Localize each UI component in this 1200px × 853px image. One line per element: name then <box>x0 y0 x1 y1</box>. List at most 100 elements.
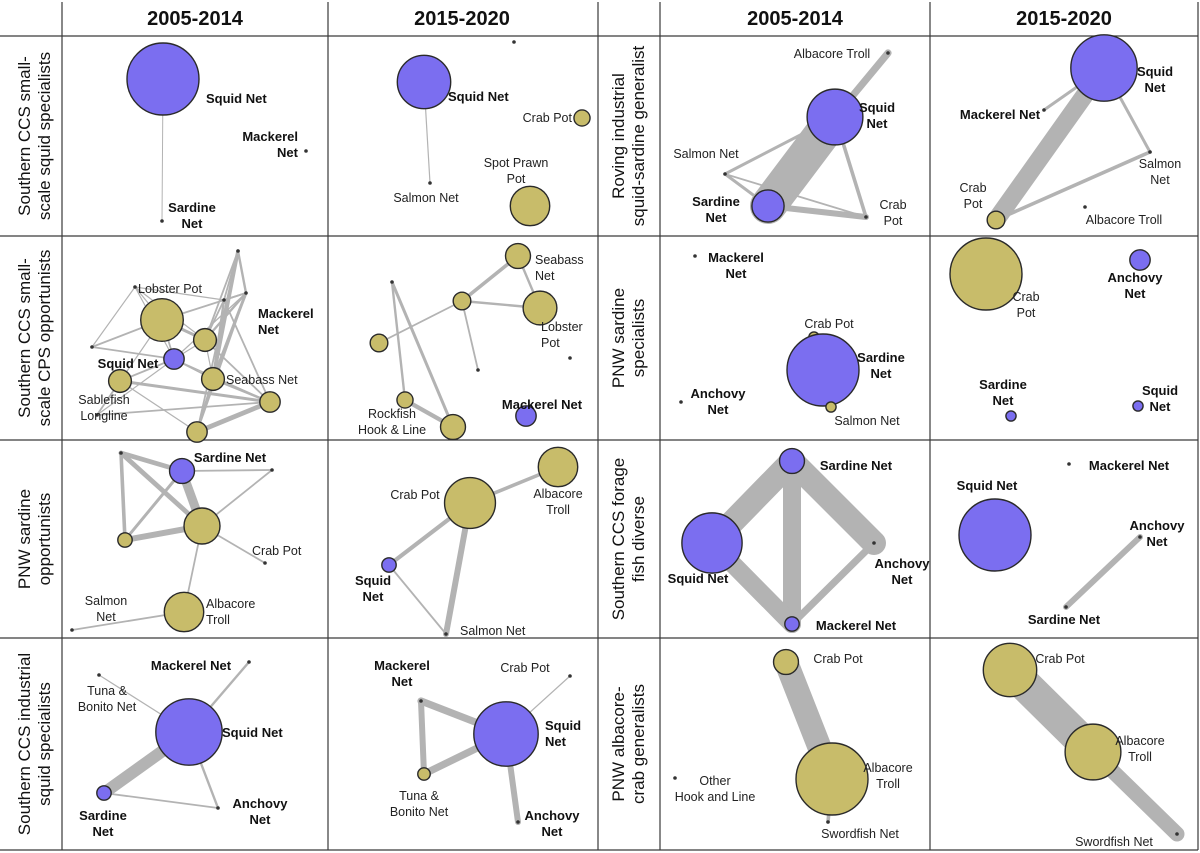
node-label: Longline <box>80 409 127 423</box>
network-node <box>140 298 184 342</box>
network-node-dot <box>70 628 74 632</box>
node-label: Squid <box>859 100 895 115</box>
node-label: Squid Net <box>222 725 283 740</box>
network-edge <box>134 286 225 301</box>
node-label: Crab Pot <box>523 111 573 125</box>
network-edge <box>390 280 407 402</box>
network-node <box>186 421 208 443</box>
network-node <box>986 210 1006 230</box>
network-edge <box>96 358 175 416</box>
node-label: Net <box>726 266 748 281</box>
node-label: Anchovy <box>691 386 747 401</box>
node-label: Seabass <box>535 253 584 267</box>
network-edge <box>1063 534 1143 610</box>
network-node-dot <box>97 673 101 677</box>
network-node-dot <box>304 149 308 153</box>
network-node <box>155 698 223 766</box>
node-label: Albacore <box>1115 734 1164 748</box>
node-label: Anchovy <box>1108 270 1164 285</box>
network-edge <box>461 300 479 371</box>
node-label: Mackerel Net <box>151 658 232 673</box>
network-node-dot <box>90 345 94 349</box>
node-label: Crab Pot <box>500 661 550 675</box>
network-node-dot <box>1138 535 1142 539</box>
network-edge <box>118 379 272 404</box>
node-label: Mackerel Net <box>502 397 583 412</box>
node-label: Squid Net <box>957 478 1018 493</box>
node-label: Albacore <box>206 597 255 611</box>
network-node-dot <box>247 660 251 664</box>
node-label: Troll <box>206 613 230 627</box>
node-label: Pot <box>507 172 526 186</box>
network-node <box>381 557 397 573</box>
network-node-dot <box>244 291 248 295</box>
node-label: Mackerel Net <box>1089 458 1170 473</box>
node-label: Bonito Net <box>78 700 137 714</box>
node-label: Sardine <box>79 808 127 823</box>
row-label: PNW albacore- <box>609 686 628 801</box>
node-label: Mackerel Net <box>960 107 1041 122</box>
row-label: Southern CCS small- <box>15 56 34 216</box>
network-node-dot <box>1042 108 1046 112</box>
node-label: Swordfish Net <box>1075 835 1153 849</box>
network-node <box>107 368 133 394</box>
node-label: Troll <box>546 503 570 517</box>
row-label: opportunists <box>35 493 54 586</box>
network-node <box>825 401 837 413</box>
node-label: Net <box>706 210 728 225</box>
network-node <box>778 447 806 475</box>
column-headers: 2005-2014 2015-2020 2005-2014 2015-2020 <box>147 8 1112 30</box>
row-label: fish diverse <box>629 496 648 582</box>
node-label: Tuna & <box>87 684 128 698</box>
network-node <box>192 327 218 353</box>
node-label: Swordfish Net <box>821 827 899 841</box>
network-node <box>417 767 431 781</box>
network-node-dot <box>428 181 432 185</box>
network-node <box>163 591 205 633</box>
network-node <box>772 648 800 676</box>
network-node-dot <box>673 776 677 780</box>
network-edge <box>724 173 867 218</box>
network-edge <box>994 150 1152 222</box>
network-node-dot <box>419 699 423 703</box>
node-label: Net <box>545 734 567 749</box>
node-label: Net <box>96 610 116 624</box>
node-label: Anchovy <box>233 796 289 811</box>
network-edge <box>123 469 184 542</box>
network-node-dot <box>1175 832 1179 836</box>
network-node <box>1129 249 1151 271</box>
network-node <box>183 507 221 545</box>
node-label: Crab Pot <box>252 544 302 558</box>
network-node <box>396 391 414 409</box>
network-node-dot <box>95 413 99 417</box>
node-label: Albacore Troll <box>1086 213 1162 227</box>
node-label: Hook & Line <box>358 423 426 437</box>
node-label: Net <box>892 572 914 587</box>
node-label: Crab <box>879 198 906 212</box>
network-edge <box>378 300 463 344</box>
row-label: scale squid specialists <box>35 52 54 220</box>
node-label: Squid Net <box>668 571 729 586</box>
network-node <box>369 333 389 353</box>
node-label: Squid Net <box>206 91 267 106</box>
network-edge <box>223 299 271 403</box>
network-node <box>515 405 537 427</box>
network-node-dot <box>216 806 220 810</box>
column-header: 2005-2014 <box>747 8 844 30</box>
node-label: Salmon Net <box>460 624 526 638</box>
network-node <box>96 785 112 801</box>
network-node <box>504 242 532 270</box>
node-label: Pot <box>884 214 903 228</box>
node-label: Squid <box>1142 383 1178 398</box>
node-label: Net <box>1125 286 1147 301</box>
node-label: Squid <box>545 718 581 733</box>
network-node <box>452 291 472 311</box>
network-edge <box>119 451 127 542</box>
node-label: Sardine Net <box>820 458 893 473</box>
network-node-dot <box>864 215 868 219</box>
node-label: Pot <box>541 336 560 350</box>
node-label: Albacore Troll <box>794 47 870 61</box>
network-node <box>117 532 133 548</box>
network-node <box>806 88 864 146</box>
